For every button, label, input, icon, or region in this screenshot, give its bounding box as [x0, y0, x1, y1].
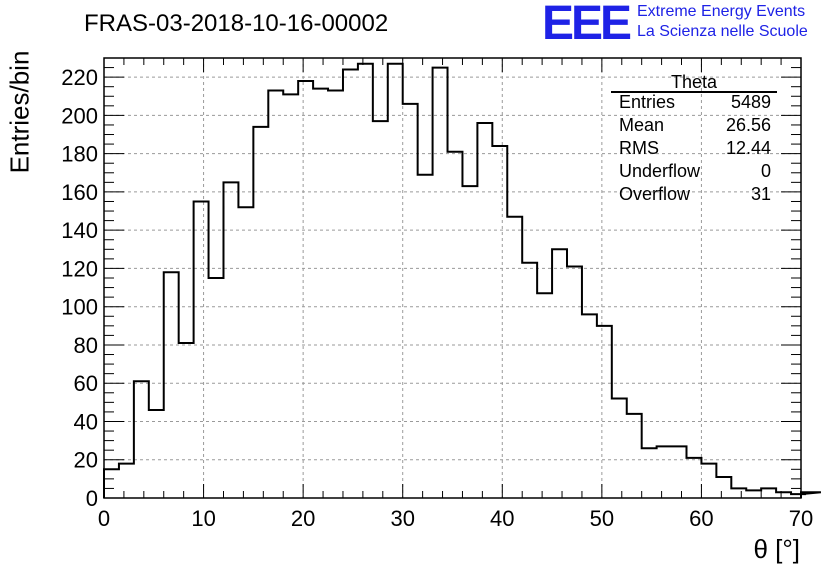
- stats-title: Theta: [670, 72, 718, 92]
- logo-caption-line2: La Scienza nelle Scuole: [637, 23, 808, 40]
- histogram-bin: [642, 448, 657, 498]
- stats-row-overflow: Overflow 31: [619, 184, 771, 206]
- histogram-bin: [597, 326, 612, 498]
- x-tick-label: 10: [191, 506, 215, 531]
- stats-label: Entries: [619, 92, 676, 112]
- histogram-bin: [761, 488, 776, 498]
- histogram-bin: [134, 381, 149, 498]
- histogram-bin: [358, 64, 373, 498]
- histogram-bin: [104, 469, 119, 498]
- histogram-bin: [448, 152, 463, 498]
- stats-box: Theta Entries 5489 Mean 26.56 RMS 12.44 …: [611, 72, 777, 207]
- plot-frame: [103, 57, 802, 499]
- y-tick-label: 160: [61, 180, 98, 205]
- histogram-bin: [657, 446, 672, 498]
- histogram-bin: [701, 464, 716, 498]
- histogram-bin: [283, 94, 298, 498]
- x-tick-label: 30: [390, 506, 414, 531]
- histogram-bin: [403, 104, 418, 498]
- histogram-bin: [194, 201, 209, 498]
- histogram-bin: [313, 89, 328, 498]
- y-tick-label: 60: [74, 371, 98, 396]
- logo-caption-line1: Extreme Energy Events: [637, 3, 806, 20]
- histogram-bin: [552, 249, 567, 498]
- eee-logo: EEE: [542, 0, 632, 50]
- histogram-bin: [507, 217, 522, 498]
- y-tick-label: 140: [61, 218, 98, 243]
- histogram-bin: [238, 207, 253, 498]
- stats-value: 0: [760, 161, 771, 181]
- histogram-bin: [582, 314, 597, 498]
- x-tick-label: 70: [789, 506, 813, 531]
- histogram-bin: [298, 81, 313, 498]
- stats-value: 31: [750, 184, 771, 204]
- histogram-bin: [537, 293, 552, 498]
- stats-value: 26.56: [725, 115, 771, 135]
- histogram-bin: [179, 343, 194, 498]
- y-tick-label: 180: [61, 142, 98, 167]
- histogram-bin: [492, 146, 507, 498]
- histogram-bin: [253, 127, 268, 498]
- histogram-bin: [477, 123, 492, 498]
- histogram-bin: [567, 267, 582, 498]
- histogram-bin: [388, 64, 403, 498]
- logo-caption: Extreme Energy Events La Scienza nelle S…: [637, 2, 808, 42]
- stats-value: 5489: [730, 92, 771, 112]
- x-tick-label: 40: [490, 506, 514, 531]
- histogram-bin: [731, 488, 746, 498]
- stats-row-rms: RMS 12.44: [619, 138, 771, 160]
- y-tick-label: 100: [61, 295, 98, 320]
- stats-label: Mean: [619, 115, 665, 135]
- y-tick-label: 0: [86, 486, 98, 511]
- stats-row-entries: Entries 5489: [619, 92, 771, 114]
- y-tick-label: 40: [74, 409, 98, 434]
- y-tick-label: 20: [74, 448, 98, 473]
- histogram-bin: [149, 410, 164, 498]
- histogram-series: [103, 62, 822, 498]
- y-tick-label: 200: [61, 103, 98, 128]
- histogram-bin: [433, 68, 448, 498]
- y-tick-label: 220: [61, 65, 98, 90]
- stats-label: Overflow: [619, 184, 691, 204]
- x-tick-label: 0: [98, 506, 110, 531]
- y-tick-label: 80: [74, 333, 98, 358]
- histogram-bin: [268, 91, 283, 498]
- histogram-bin: [209, 278, 224, 498]
- histogram-bin: [328, 91, 343, 498]
- y-tick-label: 120: [61, 256, 98, 281]
- x-tick-label: 20: [291, 506, 315, 531]
- histogram-bin: [612, 399, 627, 498]
- stats-label: RMS: [619, 138, 659, 158]
- stats-label: Underflow: [619, 161, 701, 181]
- histogram-bin: [627, 414, 642, 498]
- histogram-bin: [119, 464, 134, 498]
- histogram-bin: [373, 121, 388, 498]
- chart-title: FRAS-03-2018-10-16-00002: [84, 10, 389, 37]
- histogram-bin: [746, 490, 761, 498]
- histogram-bin: [418, 175, 433, 498]
- x-axis-label: θ [°]: [753, 534, 800, 564]
- histogram-bin: [164, 272, 179, 498]
- stats-value: 12.44: [725, 138, 771, 158]
- histogram-bin: [672, 446, 687, 498]
- histogram-bin: [343, 69, 358, 498]
- x-tick-label: 50: [590, 506, 614, 531]
- stats-row-underflow: Underflow 0: [619, 161, 771, 183]
- x-tick-label: 60: [689, 506, 713, 531]
- histogram-bin: [462, 186, 477, 498]
- stats-row-mean: Mean 26.56: [619, 115, 771, 137]
- histogram-bin: [522, 263, 537, 498]
- histogram-bin: [686, 458, 701, 498]
- stats-title-underline: [611, 91, 777, 93]
- histogram-bin: [716, 477, 731, 498]
